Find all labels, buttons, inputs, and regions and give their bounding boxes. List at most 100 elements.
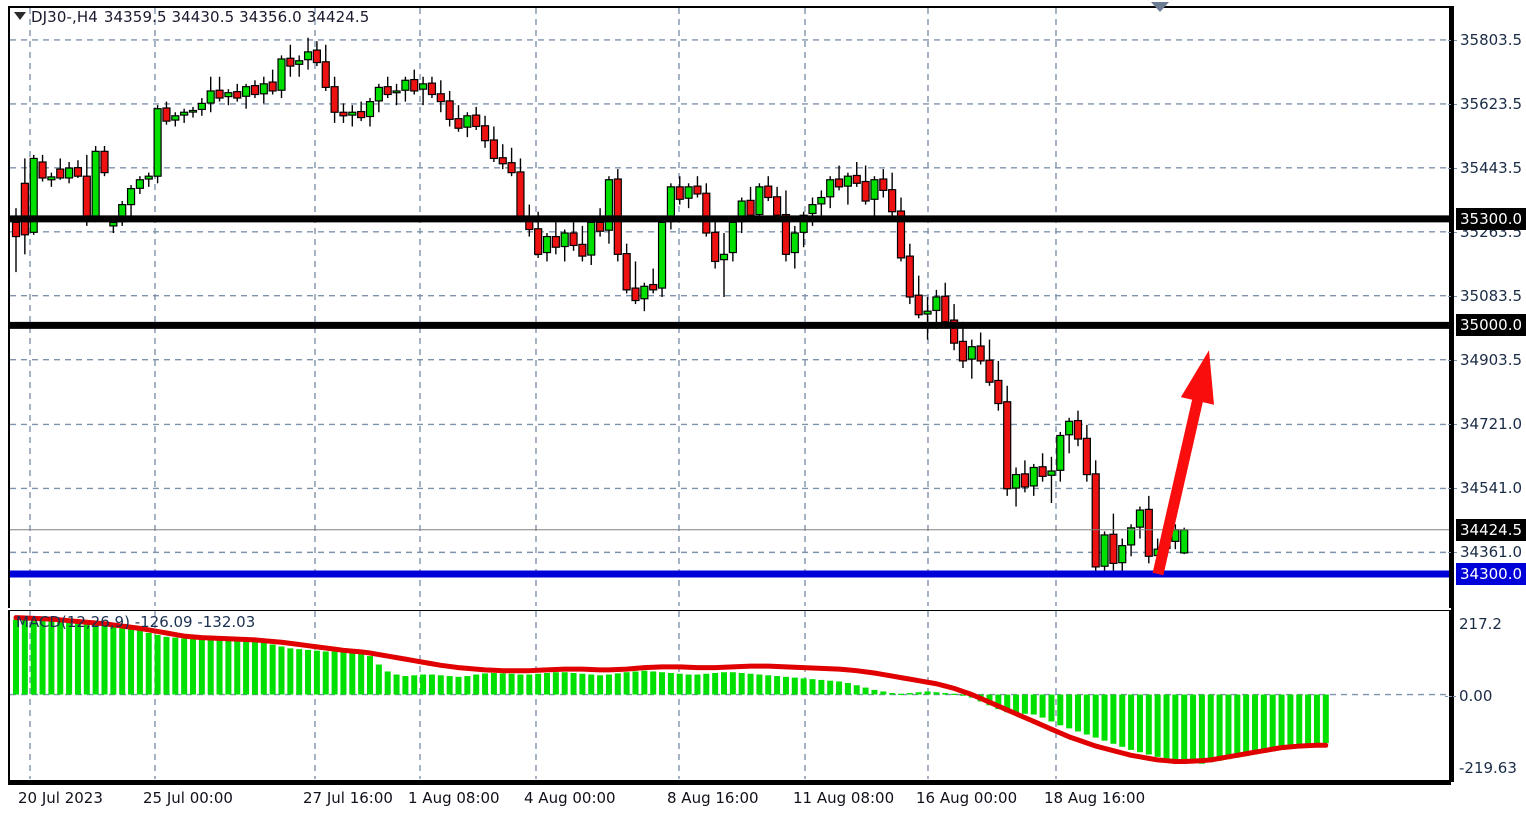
macd-histogram-bar [1278, 694, 1285, 750]
candlestick [1135, 506, 1145, 539]
macd-histogram-bar [473, 674, 480, 695]
price-axis-tick-label[interactable]: 34424.5 [1456, 518, 1526, 541]
bullish-arrow-annotation[interactable] [1152, 350, 1215, 576]
macd-histogram-bar [535, 673, 542, 695]
macd-histogram-bar [269, 644, 276, 695]
axis-tick-stub [1448, 103, 1457, 105]
candle-body [1082, 437, 1091, 476]
macd-histogram-bar [225, 638, 232, 695]
macd-indicator-pane[interactable]: MACD(12,26,9) -126.09 -132.03 [8, 610, 1451, 782]
candle-body [197, 102, 206, 111]
macd-histogram-bar [190, 637, 196, 695]
macd-histogram-bar [995, 694, 1002, 710]
candlestick [507, 147, 516, 177]
candlestick [666, 183, 676, 230]
time-axis-tick-label: 1 Aug 08:00 [408, 789, 500, 807]
candle-body [1126, 527, 1136, 546]
candlestick [1082, 424, 1091, 482]
macd-histogram-bar [181, 638, 188, 695]
candle-body [534, 228, 543, 255]
candlestick [657, 218, 667, 297]
candle-body [1100, 534, 1109, 567]
macd-histogram-bar [1030, 694, 1037, 715]
candlestick [250, 80, 260, 99]
price-axis-tick-label[interactable]: 34300.0 [1456, 563, 1526, 586]
candle-body [542, 235, 552, 254]
candlestick [896, 197, 906, 262]
candle-body [781, 213, 791, 255]
candle-body [702, 192, 711, 234]
macd-histogram-bar [862, 687, 869, 695]
candlestick [604, 176, 614, 244]
candle-body [649, 283, 658, 291]
candle-body [348, 111, 357, 116]
candle-body [286, 57, 295, 67]
price-axis-tick-label: 35083.5 [1448, 287, 1522, 305]
candle-body [1038, 466, 1047, 477]
price-axis-tick-label: 34721.0 [1448, 415, 1522, 433]
macd-histogram-bar [614, 673, 621, 695]
candle-body [870, 179, 879, 200]
macd-histogram-bar [437, 675, 444, 695]
candlestick [498, 144, 507, 170]
macd-histogram-bar [260, 642, 267, 695]
axis-tick-stub [1448, 359, 1457, 361]
candle-body [595, 221, 605, 232]
price-chart-pane[interactable] [8, 6, 1451, 608]
candle-body [905, 255, 914, 298]
candlestick [941, 282, 950, 326]
time-axis-tick-label: 25 Jul 00:00 [143, 789, 233, 807]
macd-histogram-bar [791, 677, 798, 695]
macd-histogram-bar [1128, 694, 1135, 750]
macd-histogram-bar [1110, 694, 1117, 744]
macd-histogram-bar [685, 674, 692, 695]
candlestick [1109, 513, 1118, 571]
candle-body [100, 150, 109, 174]
macd-histogram-bar [800, 678, 807, 695]
macd-histogram-bar [367, 656, 373, 695]
candlestick [1047, 456, 1056, 503]
candlestick [357, 101, 366, 122]
macd-histogram-bar [234, 639, 241, 695]
candle-body [684, 186, 693, 199]
candlestick [560, 229, 569, 262]
price-axis-tick-label[interactable]: 35000.0 [1456, 314, 1526, 337]
candle-body [914, 294, 923, 316]
macd-histogram-bar [420, 674, 427, 695]
candle-body [144, 175, 153, 180]
candlestick [38, 154, 47, 182]
price-axis-tick-label: 34361.0 [1448, 543, 1522, 561]
macd-plot-area[interactable] [10, 611, 1449, 780]
candlestick [180, 108, 189, 123]
price-axis-tick-label[interactable]: 35300.0 [1456, 207, 1526, 230]
macd-histogram-bar [747, 673, 754, 695]
macd-histogram-bar [110, 623, 117, 695]
candle-body [480, 125, 490, 142]
macd-axis-tick-label: 0.00 [1445, 687, 1492, 705]
candle-body [764, 185, 773, 199]
price-axis-tick-label: 35623.5 [1448, 95, 1522, 113]
candle-body [799, 214, 808, 233]
macd-histogram-bar [827, 680, 834, 695]
macd-histogram-bar [393, 674, 400, 695]
macd-histogram-bar [243, 639, 250, 695]
candle-body [958, 340, 968, 362]
candle-body [64, 167, 74, 179]
candlestick [321, 44, 330, 91]
candle-body [339, 111, 348, 117]
collapse-triangle-icon[interactable] [14, 12, 26, 20]
candlestick [312, 41, 321, 67]
time-axis-tick-label: 8 Aug 16:00 [667, 789, 759, 807]
macd-histogram-bar [1154, 694, 1161, 757]
macd-histogram-bar [101, 622, 108, 695]
macd-histogram-bar [287, 648, 294, 695]
candlestick [188, 106, 198, 118]
candlestick [64, 161, 74, 184]
price-plot-area[interactable] [10, 8, 1449, 608]
candlestick [259, 76, 268, 104]
chart-top-down-triangle-icon[interactable] [1151, 2, 1169, 12]
candle-body [1135, 509, 1145, 528]
candle-body [985, 359, 994, 383]
candle-body [472, 114, 481, 128]
candlestick [1126, 524, 1136, 557]
